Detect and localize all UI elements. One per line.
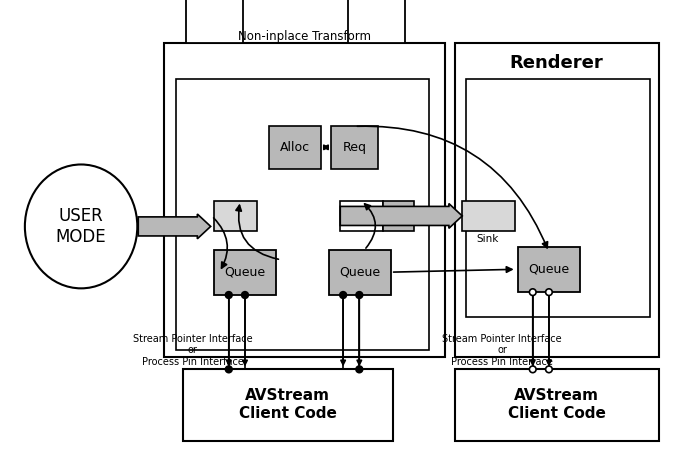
Text: Stream Pointer Interface
or
Process Pin Interface: Stream Pointer Interface or Process Pin … [133,334,252,367]
Bar [518,247,580,292]
Bar [214,201,257,231]
Text: Queue: Queue [225,266,265,279]
Circle shape [546,366,552,372]
Text: Queue: Queue [529,263,569,276]
Circle shape [546,289,552,296]
Text: Req: Req [343,141,366,154]
Text: USER
MODE: USER MODE [56,207,106,246]
Bar [176,79,429,350]
Bar [331,127,379,169]
Circle shape [529,289,536,296]
Text: AVStream
Client Code: AVStream Client Code [239,388,337,421]
Bar [340,201,383,231]
Circle shape [356,292,363,298]
FancyArrow shape [138,214,211,239]
Circle shape [356,366,363,372]
Circle shape [340,292,346,298]
FancyArrow shape [340,203,462,228]
Bar [186,0,243,43]
Bar [455,369,659,441]
Bar [466,79,650,317]
Circle shape [225,366,232,372]
Text: Sink: Sink [477,234,499,244]
Text: Alloc: Alloc [279,141,310,154]
Bar [383,201,414,231]
Bar [462,201,515,231]
Bar [183,369,392,441]
Bar [329,250,390,295]
Bar [164,43,445,357]
Circle shape [529,366,536,372]
Bar [455,43,659,357]
Bar [269,127,321,169]
Text: Renderer: Renderer [510,54,603,73]
Ellipse shape [25,165,138,288]
Bar [214,250,276,295]
Text: Non-inplace Transform: Non-inplace Transform [238,30,370,43]
Circle shape [242,292,248,298]
Text: Queue: Queue [339,266,380,279]
Text: Stream Pointer Interface
or
Process Pin Interface: Stream Pointer Interface or Process Pin … [442,334,562,367]
Text: AVStream
Client Code: AVStream Client Code [508,388,605,421]
Circle shape [225,292,232,298]
Bar [348,0,405,43]
